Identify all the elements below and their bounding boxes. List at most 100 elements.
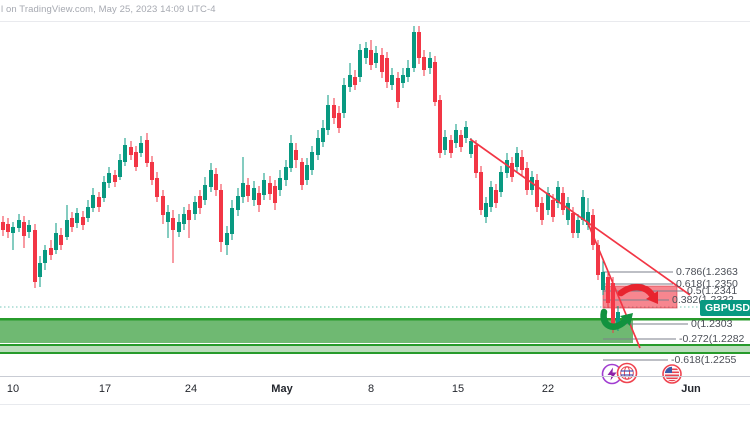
candle-body (161, 196, 165, 215)
candle-body (364, 48, 368, 58)
candle-body (75, 213, 79, 223)
candle-body (113, 175, 117, 182)
candle-body (401, 75, 405, 83)
support-zone-top-line[interactable] (0, 318, 750, 321)
candle-body (546, 193, 550, 210)
economic-event-icon-globe[interactable] (616, 362, 638, 384)
candle-body (332, 105, 336, 118)
header-divider (0, 21, 750, 22)
candle-body (22, 222, 26, 236)
candle-body (616, 312, 620, 326)
x-axis-label-Jun: Jun (681, 383, 701, 395)
x-axis-label-17: 17 (98, 383, 112, 395)
candle-body (33, 230, 37, 282)
fib-label-0.5: 0.5(1.2341 (687, 285, 738, 297)
candle-body (369, 50, 373, 65)
candle-body (1, 222, 5, 230)
green-bounce-arrow-head (620, 313, 633, 326)
candle-body (479, 172, 483, 210)
red-rejection-arrow[interactable] (617, 284, 656, 299)
candle-body (489, 187, 493, 207)
candle-body (70, 218, 74, 227)
candle-body (417, 32, 421, 58)
fib-label-0.618: 0.618(1.2350 (676, 278, 738, 290)
candle-body (348, 75, 352, 87)
candle-body (406, 68, 410, 77)
candle-body (390, 75, 394, 85)
attribution-text: l on TradingView.com, May 25, 2023 14:09… (1, 4, 216, 15)
candle-body (499, 172, 503, 192)
candle-body (198, 196, 202, 208)
candle-body (102, 182, 106, 198)
candle-body (97, 197, 101, 207)
candle-body (86, 207, 90, 218)
candle-body (155, 178, 159, 197)
candle-body (494, 190, 498, 203)
candle-body (59, 235, 63, 245)
x-axis-bottom-line (0, 404, 750, 405)
candle-body (443, 137, 447, 150)
red-rejection-arrow-head (646, 291, 658, 304)
fib-label-0.786: 0.786(1.2363 (676, 266, 738, 278)
candle-body (321, 128, 325, 142)
candle-body (353, 77, 357, 85)
candle-body (236, 196, 240, 210)
candle-body (566, 203, 570, 220)
green-bounce-arrow[interactable] (600, 308, 629, 330)
candle-body (561, 193, 565, 210)
support-zone-rect[interactable] (0, 320, 633, 343)
candle-body (187, 210, 191, 220)
x-axis-label-15: 15 (451, 383, 465, 395)
candle-body (225, 233, 229, 245)
candle-body (17, 220, 21, 228)
candle-body (11, 227, 15, 233)
candle-body (505, 160, 509, 173)
candle-body (300, 162, 304, 185)
candle-body (449, 140, 453, 153)
candle-body (326, 105, 330, 130)
candle-body (257, 193, 261, 205)
candle-body (358, 50, 362, 77)
candle-body (310, 152, 314, 170)
candle-body (268, 183, 272, 194)
candle-body (262, 180, 266, 195)
x-axis-line[interactable] (0, 376, 750, 377)
support-band-fill[interactable] (0, 346, 750, 352)
support-band-top-border (0, 344, 750, 346)
candle-body (374, 53, 378, 63)
candle-body (230, 208, 234, 234)
descending-trend-line-2[interactable] (586, 220, 641, 349)
candle-body (586, 212, 590, 225)
economic-event-icon-us-flag[interactable] (662, 364, 682, 384)
candle-body (464, 127, 468, 138)
candle-body (535, 180, 539, 207)
candle-body (214, 174, 218, 190)
candle-body (342, 85, 346, 113)
candle-body (91, 195, 95, 208)
candle-body (246, 185, 250, 196)
candle-body (6, 224, 10, 232)
candle-body (510, 163, 514, 177)
fib-label--0.618: -0.618(1.2255 (671, 354, 737, 366)
candle-body (380, 55, 384, 72)
fib-label-0: 0(1.2303 (691, 318, 733, 330)
fib-label--0.272: -0.272(1.2282 (679, 333, 745, 345)
candle-body (273, 186, 277, 203)
candle-body (177, 222, 181, 232)
candle-body (591, 215, 595, 245)
candle-body (145, 140, 149, 163)
candle-body (433, 62, 437, 102)
candle-body (438, 100, 442, 153)
candle-body (454, 130, 458, 143)
candle-body (134, 152, 138, 167)
candle-body (459, 135, 463, 147)
candle-body (469, 141, 473, 154)
candle-body (129, 147, 133, 155)
candle-body (289, 143, 293, 168)
candle-body (484, 203, 488, 217)
descending-trend-line-1[interactable] (469, 138, 691, 296)
candle-body (252, 188, 256, 200)
candle-body (284, 167, 288, 180)
